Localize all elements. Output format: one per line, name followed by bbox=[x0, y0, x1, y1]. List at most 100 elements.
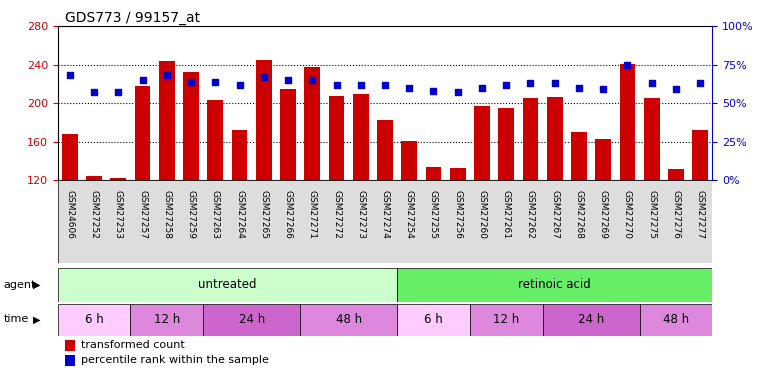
Bar bbox=[58, 304, 130, 336]
Point bbox=[112, 89, 125, 95]
Bar bbox=[183, 72, 199, 180]
Bar bbox=[426, 166, 441, 180]
Text: 12 h: 12 h bbox=[154, 313, 180, 326]
Point bbox=[136, 77, 149, 83]
Text: percentile rank within the sample: percentile rank within the sample bbox=[81, 356, 269, 365]
Bar bbox=[640, 304, 712, 336]
Bar bbox=[498, 108, 514, 180]
Bar bbox=[130, 304, 203, 336]
Text: transformed count: transformed count bbox=[81, 340, 185, 350]
Text: 24 h: 24 h bbox=[578, 313, 604, 326]
Text: time: time bbox=[4, 315, 29, 324]
Point bbox=[282, 77, 294, 83]
Bar bbox=[401, 141, 417, 180]
Text: GSM27256: GSM27256 bbox=[454, 190, 462, 239]
Bar bbox=[329, 96, 344, 180]
Point bbox=[185, 79, 197, 85]
Text: GSM27276: GSM27276 bbox=[671, 190, 681, 239]
Text: GSM27268: GSM27268 bbox=[574, 190, 584, 239]
Bar bbox=[135, 86, 150, 180]
Text: 6 h: 6 h bbox=[85, 313, 103, 326]
Bar bbox=[300, 304, 397, 336]
Bar bbox=[543, 304, 640, 336]
Text: GSM27259: GSM27259 bbox=[186, 190, 196, 239]
Point bbox=[500, 82, 512, 88]
Text: GDS773 / 99157_at: GDS773 / 99157_at bbox=[65, 11, 200, 25]
Text: 48 h: 48 h bbox=[663, 313, 689, 326]
Bar bbox=[397, 268, 712, 302]
Point bbox=[233, 82, 246, 88]
Bar bbox=[256, 60, 272, 180]
Bar bbox=[474, 106, 490, 180]
Text: GSM27263: GSM27263 bbox=[211, 190, 219, 239]
Text: GSM27270: GSM27270 bbox=[623, 190, 632, 239]
Bar bbox=[595, 139, 611, 180]
Text: GSM27261: GSM27261 bbox=[502, 190, 511, 239]
Text: GSM27258: GSM27258 bbox=[162, 190, 172, 239]
Text: untreated: untreated bbox=[198, 279, 256, 291]
Bar bbox=[377, 120, 393, 180]
Text: GSM27271: GSM27271 bbox=[308, 190, 316, 239]
Text: GSM27275: GSM27275 bbox=[647, 190, 656, 239]
Point bbox=[427, 88, 440, 94]
Text: GSM27253: GSM27253 bbox=[114, 190, 123, 239]
Bar bbox=[692, 130, 708, 180]
Bar bbox=[523, 98, 538, 180]
Bar bbox=[232, 130, 247, 180]
Bar bbox=[397, 304, 470, 336]
Bar bbox=[470, 304, 543, 336]
Text: 12 h: 12 h bbox=[493, 313, 519, 326]
Text: 24 h: 24 h bbox=[239, 313, 265, 326]
Point bbox=[355, 82, 367, 88]
Text: GSM27273: GSM27273 bbox=[357, 190, 365, 239]
Text: GSM27272: GSM27272 bbox=[332, 190, 341, 239]
Bar bbox=[86, 176, 102, 180]
Bar bbox=[280, 89, 296, 180]
Text: GSM27266: GSM27266 bbox=[283, 190, 293, 239]
Text: GSM27267: GSM27267 bbox=[551, 190, 559, 239]
Bar bbox=[62, 134, 78, 180]
Bar bbox=[304, 67, 320, 180]
Point bbox=[209, 79, 222, 85]
Text: agent: agent bbox=[4, 280, 36, 290]
Text: GSM27255: GSM27255 bbox=[429, 190, 438, 239]
Bar bbox=[203, 304, 300, 336]
Point bbox=[403, 85, 415, 91]
Bar bbox=[620, 64, 635, 180]
Point bbox=[258, 74, 270, 80]
Text: GSM27260: GSM27260 bbox=[477, 190, 487, 239]
Bar bbox=[547, 98, 563, 180]
Text: ▶: ▶ bbox=[33, 280, 41, 290]
Point bbox=[306, 77, 319, 83]
Text: GSM27252: GSM27252 bbox=[89, 190, 99, 239]
Text: GSM27262: GSM27262 bbox=[526, 190, 535, 239]
Point bbox=[88, 89, 100, 95]
Point bbox=[379, 82, 391, 88]
Point bbox=[524, 80, 537, 86]
Bar bbox=[110, 178, 126, 180]
Bar bbox=[450, 168, 466, 180]
Point bbox=[476, 85, 488, 91]
Bar bbox=[571, 132, 587, 180]
Bar bbox=[159, 61, 175, 180]
Text: GSM27265: GSM27265 bbox=[259, 190, 268, 239]
Point bbox=[330, 82, 343, 88]
Text: ▶: ▶ bbox=[33, 315, 41, 324]
Text: GSM27269: GSM27269 bbox=[598, 190, 608, 239]
Text: GSM27264: GSM27264 bbox=[235, 190, 244, 239]
Text: 6 h: 6 h bbox=[424, 313, 443, 326]
Text: GSM27274: GSM27274 bbox=[380, 190, 390, 239]
Text: GSM24606: GSM24606 bbox=[65, 190, 75, 239]
Point bbox=[670, 86, 682, 92]
Text: retinoic acid: retinoic acid bbox=[518, 279, 591, 291]
Point bbox=[621, 62, 634, 68]
Point bbox=[645, 80, 658, 86]
Text: GSM27257: GSM27257 bbox=[138, 190, 147, 239]
Bar bbox=[644, 98, 660, 180]
Point bbox=[548, 80, 561, 86]
Bar bbox=[207, 100, 223, 180]
Bar bbox=[58, 268, 397, 302]
Point bbox=[573, 85, 585, 91]
Point bbox=[64, 72, 76, 78]
Point bbox=[451, 89, 464, 95]
